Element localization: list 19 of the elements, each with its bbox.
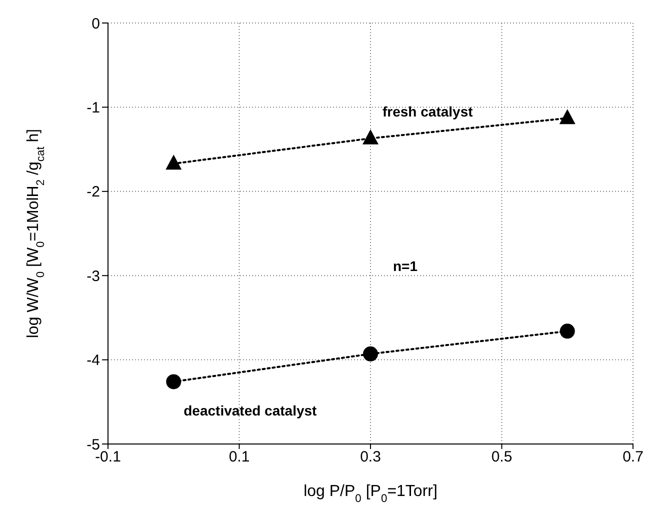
point [559,109,576,124]
y-tick-label: -4 [86,352,100,370]
point [362,129,378,144]
x-axis-title: log P/P$_{0}$ [P$_{0}$=1Torr] [304,483,438,505]
y-tick-label: -2 [86,184,100,201]
x-tick-label: 0.1 [228,448,250,466]
x-tick-label: 0.3 [360,448,381,466]
x-tick-label: 0.5 [491,448,512,466]
point [166,374,182,390]
point [560,324,575,339]
point [363,346,378,362]
y-tick-label: -1 [86,100,100,117]
y-tick-label: 0 [92,15,100,32]
series-label: deactivated catalyst [184,402,318,419]
x-tick-label: 0.7 [622,448,644,466]
point [166,154,182,170]
series-label: fresh catalyst [382,103,474,120]
y-tick-label: -3 [86,268,100,285]
annotation: n=1 [393,258,418,274]
